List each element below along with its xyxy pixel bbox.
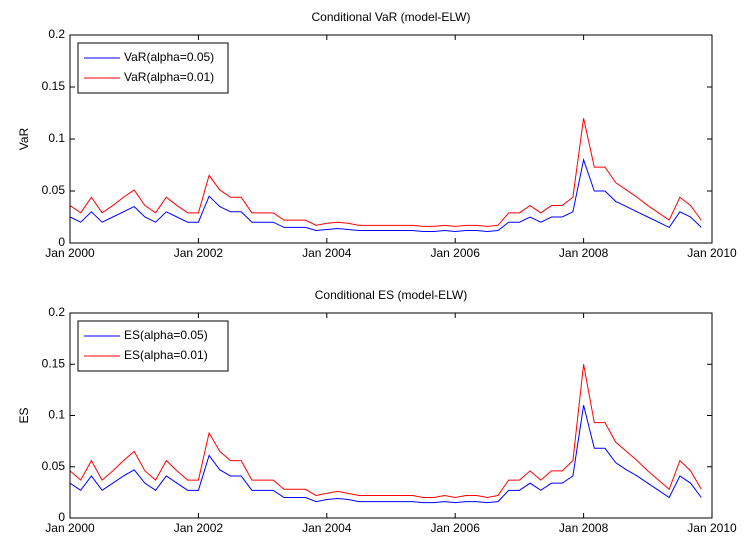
series-line	[69, 118, 702, 227]
y-tick-label: 0.05	[42, 183, 66, 197]
plot-frame	[69, 34, 713, 244]
legend-box	[77, 320, 229, 372]
y-tick-label: 0.1	[48, 131, 65, 145]
y-axis-label: ES	[17, 407, 31, 423]
y-tick-label: 0	[58, 510, 65, 524]
y-tick-label: 0.2	[48, 27, 65, 41]
legend-label: VaR(alpha=0.05)	[124, 50, 214, 64]
chart-title: Conditional ES (model-ELW)	[315, 288, 468, 302]
y-tick-label: 0.15	[42, 356, 66, 370]
series-line	[69, 364, 702, 499]
x-tick-label: Jan 2004	[302, 246, 352, 260]
x-tick-label: Jan 2002	[174, 246, 224, 260]
series-line	[69, 157, 702, 233]
chart-title: Conditional VaR (model-ELW)	[312, 10, 471, 24]
x-tick-label: Jan 2002	[174, 521, 224, 535]
x-tick-label: Jan 2008	[559, 246, 609, 260]
x-tick-label: Jan 2006	[431, 246, 481, 260]
legend-label: ES(alpha=0.01)	[124, 348, 208, 362]
legend-label: ES(alpha=0.05)	[124, 328, 208, 342]
x-tick-label: Jan 2010	[687, 246, 737, 260]
x-tick-label: Jan 2000	[45, 521, 95, 535]
x-tick-label: Jan 2004	[302, 521, 352, 535]
series-line	[69, 405, 702, 504]
y-axis-label: VaR	[17, 127, 31, 150]
y-tick-label: 0.2	[48, 305, 65, 319]
y-tick-label: 0	[58, 235, 65, 249]
plot-frame	[69, 312, 713, 519]
x-tick-label: Jan 2008	[559, 521, 609, 535]
legend-box	[77, 42, 229, 94]
x-tick-label: Jan 2010	[687, 521, 737, 535]
y-tick-label: 0.15	[42, 79, 66, 93]
y-tick-label: 0.05	[42, 459, 66, 473]
x-tick-label: Jan 2006	[431, 521, 481, 535]
legend-label: VaR(alpha=0.01)	[124, 70, 214, 84]
y-tick-label: 0.1	[48, 408, 65, 422]
x-tick-label: Jan 2000	[45, 246, 95, 260]
